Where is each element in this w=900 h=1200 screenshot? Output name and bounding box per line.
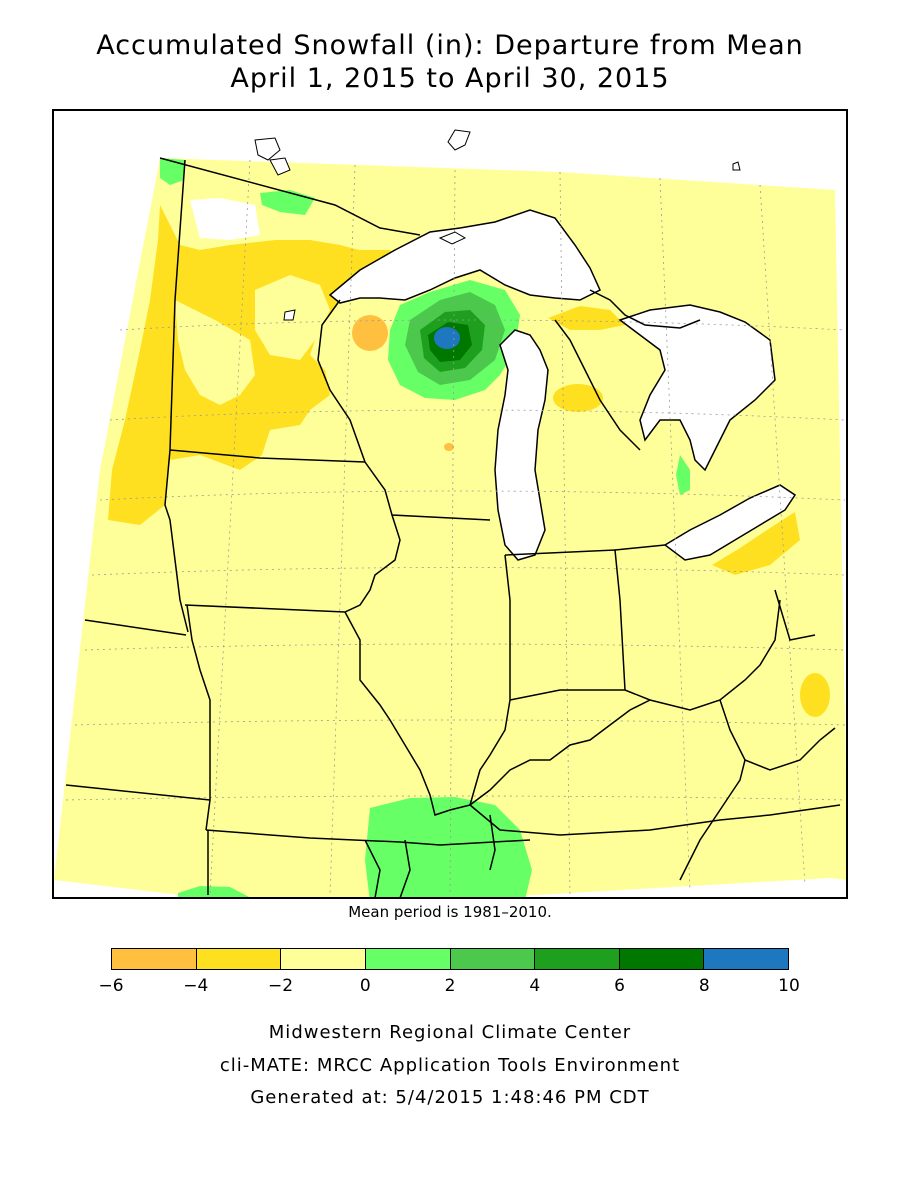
legend-swatch-3 [365, 949, 451, 969]
legend-tick-label: 0 [359, 976, 371, 996]
yellow-zone-ohio [712, 512, 800, 575]
legend-swatch-7 [704, 949, 788, 969]
snowfall-departure-map [54, 129, 846, 897]
legend-tick-label: −6 [98, 976, 124, 996]
yellow-zone-michigan [553, 384, 603, 412]
orange-spot-wi-small [444, 443, 454, 451]
legend-tick-label: 2 [444, 976, 456, 996]
green-zone-nw-corner [160, 158, 185, 185]
islands [254, 129, 741, 321]
light-zone-mn-west [175, 300, 255, 405]
graticule [65, 159, 846, 896]
green-zone-southwest [178, 886, 250, 897]
light-zone-north [190, 198, 260, 240]
state-boundaries [65, 157, 841, 897]
green-zone-michigan-thumb [676, 455, 690, 495]
credit-organization: Midwestern Regional Climate Center [268, 1022, 632, 1043]
legend-tick-labels: −6 −4 −2 0 2 4 6 8 10 [98, 972, 799, 1002]
credit-tool: cli-MATE: MRCC Application Tools Environ… [219, 1055, 681, 1076]
map-title-line-1: Accumulated Snowfall (in): Departure fro… [96, 30, 804, 61]
map-frame [52, 109, 848, 899]
yellow-zone-northwest [108, 205, 400, 525]
blue-zone-upper-michigan [434, 327, 460, 349]
color-legend [111, 948, 789, 970]
mean-period-note: Mean period is 1981–2010. [348, 903, 552, 921]
credit-generated: Generated at: 5/4/2015 1:48:46 PM CDT [250, 1087, 650, 1108]
lake-superior [328, 209, 601, 304]
yellow-zone-west-virginia [800, 673, 830, 717]
map-title-line-2: April 1, 2015 to April 30, 2015 [230, 63, 670, 94]
orange-spot-wisconsin [352, 315, 388, 351]
legend-tick-label: 4 [529, 976, 541, 996]
legend-swatch-0 [112, 949, 197, 969]
yellow-zone-up-michigan [548, 306, 625, 330]
lake-erie [663, 484, 797, 561]
legend-swatch-2 [281, 949, 366, 969]
lake-michigan [494, 329, 549, 561]
legend-tick-label: 6 [614, 976, 625, 996]
legend-swatch-4 [450, 949, 536, 969]
legend-tick-label: 8 [698, 976, 710, 996]
legend-tick-label: 10 [778, 976, 800, 996]
legend-swatch-6 [619, 949, 705, 969]
lake-huron [618, 304, 776, 472]
legend-tick-label: −2 [267, 976, 294, 996]
legend-swatch-1 [196, 949, 282, 969]
legend-tick-label: −4 [183, 976, 209, 996]
legend-swatch-5 [535, 949, 620, 969]
